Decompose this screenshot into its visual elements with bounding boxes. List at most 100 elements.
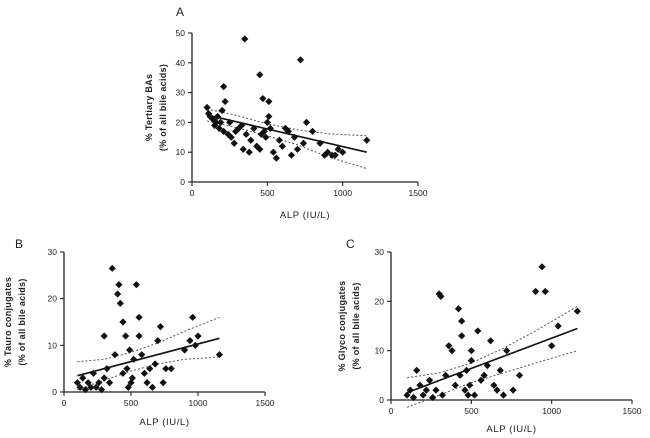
panel-a-data-point [256,71,264,79]
panel-b-data-point [123,365,131,373]
panel-a-data-point [253,142,261,150]
panel-c-data-point [503,347,511,355]
panel-c-data-point [573,307,581,315]
panel-a-data-point [203,103,211,112]
panel-a-data-point [226,118,234,126]
panel-b-x-tick-label: 1500 [256,398,275,408]
panel-c-data-point [403,391,411,399]
panel-c-data-point [487,337,495,345]
panel-a-data-point [302,118,311,126]
panel-c-x-tick-label: 500 [464,406,478,416]
panel-c-data-point [493,386,501,394]
panel-c-data-point [458,317,466,325]
panel-c-data-point [532,287,540,296]
panel-c-data-point [451,381,459,389]
panel-b-data-point [115,281,123,289]
panel-c-x-tick-label: 1000 [542,406,561,416]
panel-b-data-point [159,379,167,387]
panel-b-data-point [191,341,199,349]
panel-b-data-point [130,355,138,363]
panel-a-data-point [334,145,342,153]
panel-b-data-point [116,299,124,307]
panel-a-data-point [269,148,277,156]
panel-b-data-point [151,360,159,368]
panel-a-data-point [260,127,268,135]
panel-a-data-point [218,106,226,115]
panel-b-data-point [154,337,162,345]
panel-b-x-tick-label: 1000 [189,398,208,408]
panel-b-data-point [97,386,106,394]
panel-c-data-point [464,391,472,399]
panel-b-data-point [100,374,108,382]
panel-a-data-point [215,124,223,132]
panel-b-y-tick-label: 10 [48,340,58,350]
panel-b-data-point [135,313,143,321]
panel-b-x-axis-label: ALP (IU/L) [139,417,189,428]
panel-c-y-tick-label: 20 [375,296,385,306]
panel-b-data-point [95,379,103,387]
panel-a-data-point [220,83,228,91]
panel-a-data-point [275,136,283,144]
panel-b-data-point [189,313,197,321]
panel-c-data-point [496,366,504,374]
panel-a-y-tick-label: 0 [180,177,185,187]
panel-a-y-tick-label: 50 [176,28,186,38]
panel-a-data-point [287,151,296,159]
panel-b-data-point [140,369,148,377]
panel-a-letter: A [176,5,184,19]
panel-b-data-point [148,383,157,391]
panel-b-data-point [89,369,98,377]
panel-c-fit-line [406,327,578,394]
panel-b-data-point [124,383,132,391]
panel-a-data-point [263,118,271,126]
panel-a-data-point [266,124,274,132]
panel-a-data-point [324,148,332,156]
panel-b-data-point [100,332,108,340]
panel-c-data-point [448,347,456,355]
panel-b-data-point [126,346,134,354]
panel-c-data-point [461,386,469,394]
panel-a-data-point [212,118,220,126]
panel-a-data-point [259,94,267,103]
panel-a-data-point [331,151,339,159]
panel-a-y-tick-label: 40 [176,58,186,68]
panel-b-data-point [143,379,151,387]
panel-c-data-point [509,386,517,394]
panel-b-data-point [132,281,140,289]
panel-a-data-point [257,130,265,138]
panel-c-data-point [429,393,437,402]
panel-c-data-point [437,292,445,300]
panel-a-data-point [299,139,308,147]
panel-b-data-point [114,290,122,298]
panel-b-y-tick-label: 0 [52,387,57,397]
panel-b-data-point [108,264,116,272]
panel-c-data-point [456,371,464,379]
panel-b-ci-lower [77,356,220,391]
panel-a-data-point [278,142,286,150]
panel-a-y-tick-label: 20 [176,117,186,127]
panel-c-x-tick-label: 1500 [623,406,642,416]
panel-c-letter: C [346,237,355,251]
panel-a-data-point [363,136,371,144]
panel-b-data-point [146,365,154,373]
panel-c-data-point [445,342,453,350]
panel-b-data-point [73,379,81,387]
panel-b-data-point [194,332,202,340]
panel-c-data-point [425,376,434,384]
panel-a-data-point [265,97,273,106]
panel-a-data-point [265,112,273,121]
panel-c-data-point [474,327,482,335]
panel-a-data-point [339,148,347,156]
panel-a-data-point [250,124,258,132]
panel-a-data-point [232,127,240,135]
panel-a-data-point [214,112,222,121]
panel-a-x-tick-label: 500 [260,188,274,198]
panel-c-data-point [432,386,440,394]
panel-c-x-axis-label: ALP (IU/L) [486,424,536,435]
panel-c-data-point [470,391,479,399]
panel-b-data-point [181,346,189,354]
panel-c-data-point [548,342,556,350]
panel-c-data-point [442,371,450,379]
panel-b-data-point [186,337,194,345]
panel-b-data-point [119,369,127,377]
